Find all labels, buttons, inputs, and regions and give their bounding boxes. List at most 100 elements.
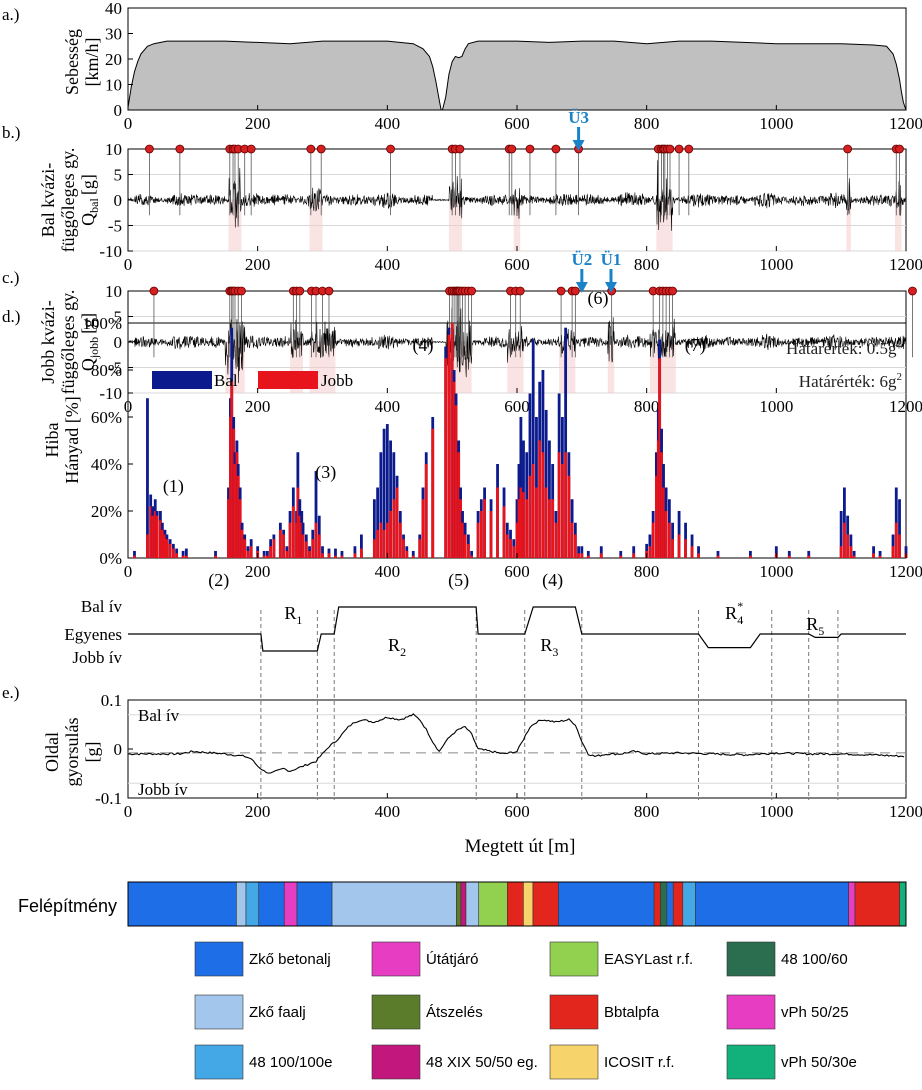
svg-text:Bal kvázi-: Bal kvázi- [38,163,58,237]
bar-jobb [272,539,276,558]
bar-jobb [265,555,269,558]
bar-jobb [424,464,428,558]
b-exceed-marker [144,144,154,154]
bar-jobb [677,534,681,558]
a-ytick-label: 20 [105,50,122,69]
b-exceed-marker [895,144,904,154]
annotation: (1) [163,476,184,497]
bar-jobb [269,546,273,558]
legend-label: Útátjáró [426,951,479,968]
bar-bal [389,440,392,558]
a-xtick-label: 600 [504,114,530,133]
d-ytick-label: 80% [91,361,122,380]
bar-jobb [544,487,548,558]
b-exceed-marker [665,144,675,154]
c-exceed-marker [295,286,305,296]
c-exceed-marker [908,286,917,296]
bar-jobb [463,534,467,558]
curvature-diagram: Bal ív Egyenes Jobb ív R1 R2 R3 R4* R5 [64,597,906,800]
bar-jobb [664,511,668,558]
c-exceed-marker [570,286,580,296]
bar-jobb [461,522,464,558]
bar-jobb [240,529,244,558]
d-xtick-label: 600 [504,562,530,581]
bar-jobb [155,515,159,558]
felepitmeny-segment [478,881,508,927]
e-ytick-label: 0 [114,740,123,759]
bar-jobb [447,334,451,558]
b-exceed-marker [525,144,535,154]
bar-bal [262,550,266,558]
felepitmeny-segment [283,881,298,927]
bar-bal [385,424,389,558]
legend-bal-swatch [152,371,212,389]
curve-label: R2 [388,635,406,659]
bar-jobb [262,555,266,558]
svg-text:[g]: [g] [82,742,102,763]
bar-jobb [648,546,652,558]
bar-jobb [298,515,302,558]
panel-d: 0% 20% 40% 60% 80% 100% Bal Jobb (1) (2) (3) (4) (5)… [82,288,922,591]
e-xtick-label: 400 [375,802,401,821]
legend-label: vPh 50/25 [781,1004,849,1021]
legend-label: vPh 50/30e [781,1054,857,1071]
b-exceed-marker [246,144,256,154]
bar-jobb [385,522,389,558]
bar-jobb [538,440,542,558]
b-exceed-marker [455,144,465,154]
felepitmeny-segment [848,881,856,927]
bar-jobb [151,515,155,558]
c-arrow-head [575,282,588,293]
bar-jobb [285,550,289,558]
b-burst-shade [846,200,851,251]
legend-label: Zkő betonalj [249,951,331,968]
bar-jobb [839,546,843,558]
bar-jobb [586,555,590,558]
legend-label: ICOSIT r.f. [604,1054,675,1071]
felepitmeny-segment [127,881,237,927]
felepitmeny-segment [507,881,524,927]
bar-jobb [573,534,577,558]
b-exceed-marker [551,144,561,154]
a-xtick-label: 800 [634,114,660,133]
bar-jobb [654,475,658,558]
bar-jobb [476,522,480,558]
b-ytick-label: 0 [114,191,123,210]
bar-jobb [233,464,237,558]
bar-jobb [697,553,700,558]
legend-label: Bbtalpfa [604,1004,660,1021]
felepitmeny-frame [127,881,907,927]
b-ytick-label: -10 [99,242,122,261]
b-xtick-label: 0 [124,255,133,274]
b-burst-shade [894,200,902,251]
bar-bal [372,499,376,558]
felepitmeny-segment [236,881,247,927]
b-signal [127,160,907,231]
bar-jobb [249,546,253,558]
legend-swatch [549,1044,599,1080]
bar-jobb [517,499,521,558]
c-exceed-marker [324,286,334,296]
bar-jobb [479,511,483,558]
bar-jobb [619,555,623,558]
bar-bal [146,398,149,558]
bar-jobb [149,506,153,558]
bar-jobb [580,553,584,558]
legend-swatch [549,994,599,1030]
bar-jobb [564,452,568,558]
b-ytick-label: -5 [108,217,122,236]
d-xtick-label: 200 [245,562,271,581]
bar-bal [133,550,136,558]
bar-jobb [512,546,516,558]
bar-jobb [846,534,850,558]
felepitmeny-segment [558,881,655,927]
e-ytick-label: 0.1 [101,691,122,710]
c-xtick-label: 400 [375,397,401,416]
bar-bal [353,546,357,558]
c-xtick-label: 1200 [889,397,922,416]
bar-jobb [466,543,470,558]
bar-jobb [421,499,425,558]
legend-swatch [371,941,421,977]
ylabel-b: Bal kvázi- függőleges gy. Qbal[g] [38,148,101,253]
